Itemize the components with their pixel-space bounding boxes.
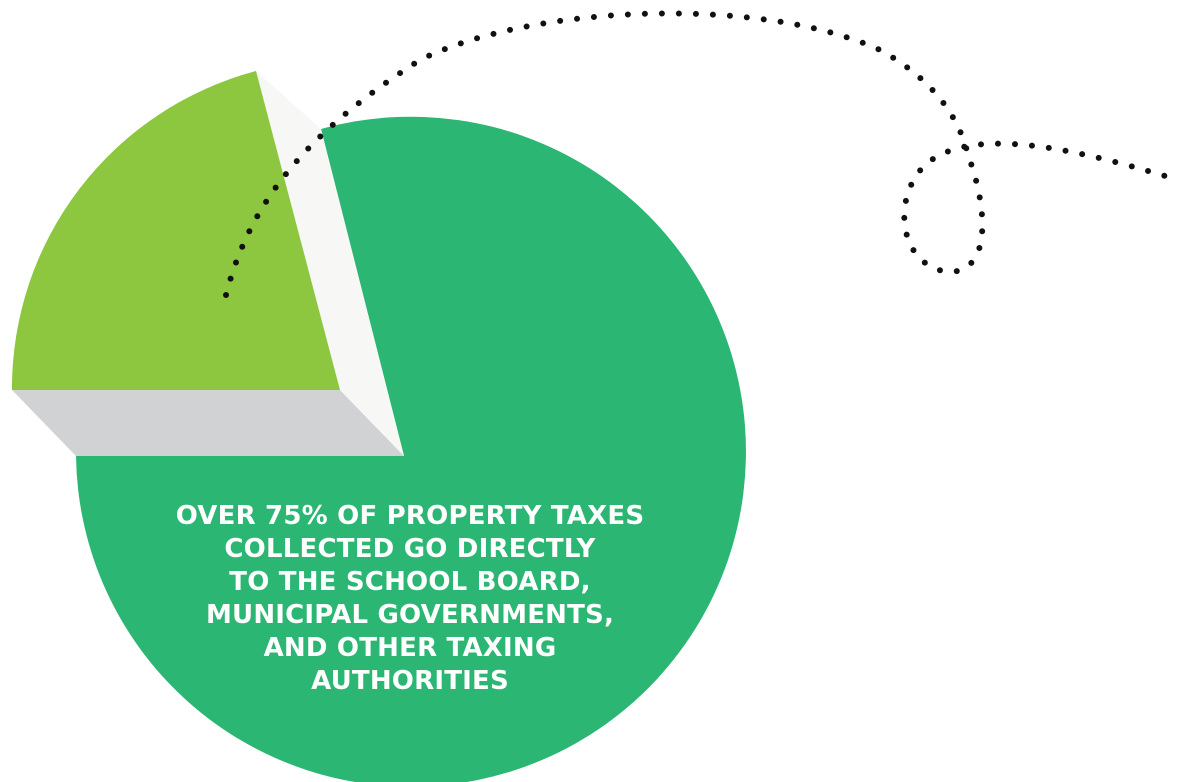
pie-slice-major xyxy=(76,116,746,782)
slice-bevel-top xyxy=(256,71,404,456)
slice-bevel-side xyxy=(12,390,404,456)
slice-annotation: OVER 75% OF PROPERTY TAXES COLLECTED GO … xyxy=(175,501,645,696)
pie-slice-minor xyxy=(11,71,340,390)
dotted-trail xyxy=(223,10,1181,298)
